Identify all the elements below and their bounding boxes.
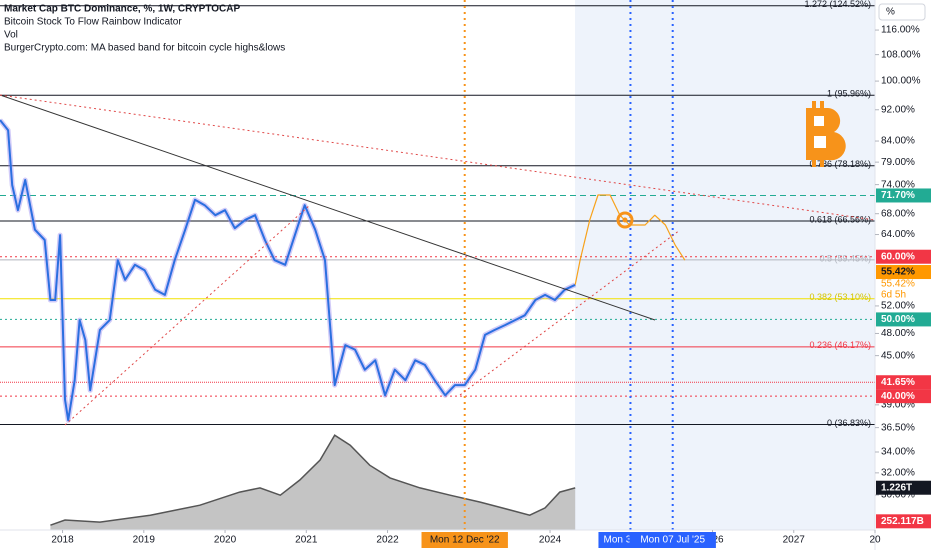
price-tag-label: 71.70% bbox=[881, 190, 915, 201]
price-tag-label: 40.00% bbox=[881, 391, 915, 402]
fib-label: 0.5 (59.45%) bbox=[819, 253, 871, 263]
x-tick-label: 2020 bbox=[214, 535, 237, 546]
target bbox=[622, 217, 628, 223]
logo-hole bbox=[814, 136, 826, 148]
y-tick-label: 39.00% bbox=[881, 399, 915, 410]
volume-line bbox=[50, 434, 576, 526]
trendline bbox=[459, 229, 681, 396]
y-tick-label: 32.00% bbox=[881, 467, 915, 478]
bitcoin-logo bbox=[806, 101, 846, 167]
logo-hole bbox=[814, 116, 824, 126]
line bbox=[0, 119, 576, 422]
fib-label: 1.272 (124.52%) bbox=[804, 0, 871, 9]
fib-label: 0.618 (66.56%) bbox=[809, 214, 871, 224]
marker-label: Mon 07 Jul '25 bbox=[640, 535, 705, 546]
x-tick-label: 20 bbox=[869, 535, 881, 546]
logo-tick bbox=[820, 101, 824, 109]
indicator-label: BurgerCrypto.com: MA based band for bitc… bbox=[4, 43, 285, 54]
x-tick-label: 2018 bbox=[51, 535, 74, 546]
y-tick-label: 30.00% bbox=[881, 490, 915, 501]
marker-tag bbox=[629, 532, 716, 548]
price-tag bbox=[876, 249, 931, 264]
line-glow bbox=[0, 118, 577, 423]
logo-tick bbox=[820, 159, 824, 167]
scale-button[interactable] bbox=[878, 3, 926, 21]
volume-tag-label: 252.117B bbox=[881, 516, 924, 527]
trendline bbox=[64, 204, 311, 426]
x-tick-label: 2024 bbox=[539, 535, 562, 546]
y-tick-label: 68.00% bbox=[881, 208, 915, 219]
fib-label: 1 (95.96%) bbox=[827, 89, 871, 99]
volume-tag bbox=[876, 514, 931, 529]
chart-title: Market Cap BTC Dominance, %, 1W, CRYPTOC… bbox=[4, 4, 240, 15]
y-tick-label: 79.00% bbox=[881, 157, 915, 168]
indicator-label: Vol bbox=[4, 30, 18, 41]
y-tick-label: 64.00% bbox=[881, 229, 915, 240]
logo-tick bbox=[812, 159, 816, 167]
indicator-label: Bitcoin Stock To Flow Rainbow Indicator bbox=[4, 17, 182, 28]
x-tick-label: 2021 bbox=[295, 535, 318, 546]
y-tick-label: 108.00% bbox=[881, 49, 921, 60]
marker-tag bbox=[421, 532, 508, 548]
y-tick-label: 92.00% bbox=[881, 104, 915, 115]
fib-label: 0.786 (78.18%) bbox=[809, 159, 871, 169]
trendline bbox=[0, 94, 656, 321]
y-tick-label: 84.00% bbox=[881, 136, 915, 147]
volume-tag bbox=[876, 480, 931, 495]
drawings bbox=[0, 94, 876, 426]
price-tag bbox=[876, 312, 931, 327]
marker-label: Mon 12 Dec '22 bbox=[430, 535, 500, 546]
countdown: 6d 5h bbox=[881, 290, 906, 301]
y-tick-label: 116.00% bbox=[881, 25, 920, 36]
logo-tick bbox=[812, 101, 816, 109]
last-price-tag bbox=[876, 265, 931, 280]
price-tag bbox=[876, 389, 931, 404]
x-tick-label: 2022 bbox=[376, 535, 399, 546]
last-price-label: 55.42% bbox=[881, 279, 915, 290]
scale-button-label[interactable]: % bbox=[886, 7, 895, 18]
y-tick-label: 52.00% bbox=[881, 301, 915, 312]
x-tick-label: 2019 bbox=[133, 535, 156, 546]
price-tag-label: 60.00% bbox=[881, 251, 915, 262]
y-tick-label: 48.00% bbox=[881, 328, 915, 339]
last-price-tag-label: 55.42% bbox=[881, 267, 915, 278]
fib-label: 0 (36.83%) bbox=[827, 418, 871, 428]
y-tick-label: 34.00% bbox=[881, 447, 915, 458]
fib-label: 0.382 (53.10%) bbox=[809, 292, 871, 302]
y-tick-label: 100.00% bbox=[881, 76, 921, 87]
price-tag-label: 41.65% bbox=[881, 377, 915, 388]
fib-label: 0.236 (46.17%) bbox=[809, 340, 871, 350]
plot: 1.272 (124.52%) 1 (95.96%) 0.786 (78.18%) 0… bbox=[0, 0, 875, 530]
y-tick-label: 36.50% bbox=[881, 422, 915, 433]
x-tick-label: 2027 bbox=[783, 535, 806, 546]
volume-area bbox=[50, 435, 576, 530]
price-tag bbox=[876, 375, 931, 390]
volume-tag-label: 1.226T bbox=[881, 482, 912, 493]
profile-zone bbox=[575, 0, 875, 530]
y-tick-label: 74.00% bbox=[881, 179, 915, 190]
trendline bbox=[0, 94, 876, 221]
price-tag-label: 50.00% bbox=[881, 314, 915, 325]
price-tag bbox=[876, 188, 931, 203]
y-tick-label: 45.00% bbox=[881, 350, 915, 361]
target bbox=[616, 211, 634, 229]
